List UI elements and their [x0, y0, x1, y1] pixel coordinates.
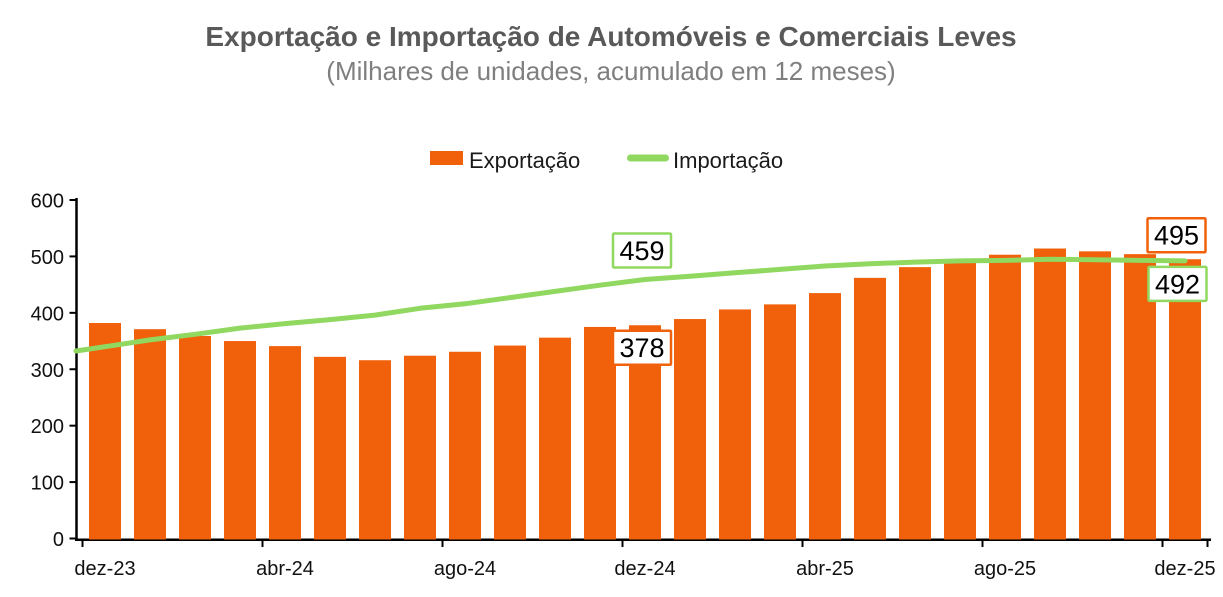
annotation-value-495: 495 — [1154, 221, 1199, 251]
legend-item-exportacao: Exportação — [430, 148, 580, 173]
y-tick-label-600: 600 — [31, 191, 64, 213]
x-tick-label-dez-24: dez-24 — [614, 558, 675, 580]
bar-dez-25 — [1169, 259, 1201, 540]
bar-dez-23 — [89, 322, 121, 540]
bar-abr-25 — [809, 293, 841, 540]
bar-mai-24 — [314, 356, 346, 540]
x-tick-label-abr-24: abr-24 — [256, 558, 314, 580]
bar-ago-25 — [989, 254, 1021, 540]
x-tick-label-dez-25: dez-25 — [1154, 558, 1215, 580]
bar-ago-24 — [449, 351, 481, 540]
x-tick-label-dez-23: dez-23 — [74, 558, 135, 580]
x-tick-label-abr-25: abr-25 — [796, 558, 854, 580]
bar-jul-24 — [404, 355, 436, 540]
legend-label-importacao: Importação — [673, 148, 783, 173]
y-tick-label-300: 300 — [31, 360, 64, 382]
y-tick-label-0: 0 — [53, 529, 64, 551]
bar-fev-24 — [179, 335, 211, 540]
bar-jan-24 — [134, 329, 166, 540]
annotation-value-378: 378 — [619, 333, 664, 363]
annotation-box-495 — [1146, 216, 1207, 254]
importacao-line-group — [73, 256, 1188, 354]
bar-out-24 — [539, 337, 571, 540]
chart-title: Exportação e Importação de Automóveis e … — [205, 21, 1016, 52]
bar-out-25 — [1079, 251, 1111, 540]
annotation-box-459 — [611, 232, 673, 269]
x-tick-label-ago-25: ago-25 — [974, 558, 1036, 580]
legend: Exportação Importação — [430, 148, 783, 173]
chart-subtitle: (Milhares de unidades, acumulado em 12 m… — [326, 56, 895, 86]
bar-mai-25 — [854, 277, 886, 540]
bar-set-25 — [1034, 248, 1066, 540]
bar-jan-25 — [674, 319, 706, 540]
exportacao-bars — [89, 248, 1201, 540]
annotation-box-378 — [611, 329, 673, 366]
bar-jun-24 — [359, 360, 391, 540]
annotation-495: 495 — [1146, 216, 1207, 254]
legend-label-exportacao: Exportação — [469, 148, 580, 173]
bar-fev-25 — [719, 309, 751, 540]
annotation-value-492: 492 — [1155, 269, 1200, 299]
axes: 0 100 200 300 400 500 600 dez-23 abr-24 ago-24 dez… — [31, 191, 1216, 581]
exportacao-bar-swatch-icon — [430, 151, 463, 165]
annotation-459: 459 — [611, 232, 673, 269]
annotation-value-459: 459 — [619, 236, 664, 266]
y-tick-label-100: 100 — [31, 473, 64, 495]
bar-jun-25 — [899, 267, 931, 540]
importacao-line — [73, 256, 1188, 354]
annotation-492: 492 — [1147, 265, 1208, 303]
y-tick-label-200: 200 — [31, 416, 64, 438]
bar-abr-24 — [269, 346, 301, 540]
data-label-annotations: 459 378 495 492 — [611, 216, 1208, 366]
annotation-box-492 — [1147, 265, 1208, 303]
y-tick-label-400: 400 — [31, 303, 64, 325]
bar-mar-24 — [224, 341, 256, 540]
legend-item-importacao: Importação — [627, 148, 783, 173]
bar-jul-25 — [944, 262, 976, 540]
x-tick-label-ago-24: ago-24 — [434, 558, 496, 580]
bar-mar-25 — [764, 304, 796, 540]
y-tick-label-500: 500 — [31, 247, 64, 269]
bar-nov-24 — [584, 326, 616, 540]
bar-set-24 — [494, 345, 526, 540]
importacao-line-swatch-icon — [627, 154, 669, 162]
annotation-378: 378 — [611, 329, 673, 366]
